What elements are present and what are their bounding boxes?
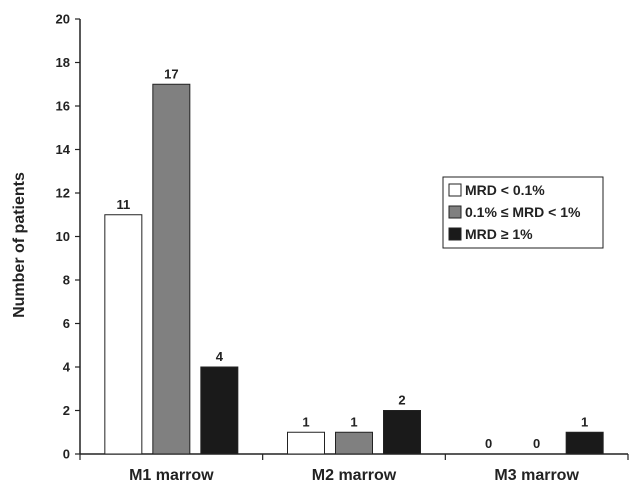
data-label: 1 — [350, 414, 357, 429]
data-label: 1 — [302, 414, 309, 429]
bar — [383, 410, 421, 455]
y-ticks: 0 2 4 6 8 10 12 14 16 18 20 — [56, 12, 80, 462]
x-category-labels: M1 marrow M2 marrow M3 marrow — [129, 467, 579, 484]
y-tick-label: 12 — [56, 186, 70, 201]
legend-swatch — [448, 227, 462, 241]
y-tick-label: 4 — [63, 360, 71, 375]
y-tick-label: 0 — [63, 447, 70, 462]
y-tick-label: 10 — [56, 229, 70, 244]
data-label: 1 — [581, 414, 588, 429]
y-axis-label: Number of patients — [11, 172, 28, 318]
legend-box — [442, 176, 604, 249]
bar — [287, 431, 325, 455]
x-category-label: M1 marrow — [129, 467, 214, 484]
x-category-label: M3 marrow — [494, 467, 579, 484]
data-label: 0 — [485, 436, 492, 451]
y-tick-label: 18 — [56, 55, 70, 70]
legend-swatch — [448, 183, 462, 197]
data-label: 0 — [533, 436, 540, 451]
bar — [104, 214, 143, 455]
legend-label: MRD ≥ 1% — [465, 226, 533, 242]
bar — [152, 83, 191, 455]
y-tick-label: 20 — [56, 12, 70, 27]
y-tick-label: 16 — [56, 99, 70, 114]
x-category-label: M2 marrow — [312, 467, 397, 484]
y-tick-label: 6 — [63, 316, 70, 331]
legend-label: MRD < 0.1% — [465, 182, 545, 198]
data-label: 17 — [164, 66, 178, 81]
data-label: 11 — [116, 197, 130, 212]
legend-label: 0.1% ≤ MRD < 1% — [465, 204, 581, 220]
legend-swatch — [448, 205, 462, 219]
data-label: 2 — [398, 393, 405, 408]
bar — [335, 431, 373, 455]
y-tick-label: 8 — [63, 273, 70, 288]
y-tick-label: 2 — [63, 403, 70, 418]
bar — [565, 431, 604, 455]
data-label: 4 — [216, 349, 224, 364]
y-tick-label: 14 — [56, 142, 71, 157]
legend: MRD < 0.1% 0.1% ≤ MRD < 1% MRD ≥ 1% — [442, 176, 604, 249]
bar — [200, 366, 239, 455]
